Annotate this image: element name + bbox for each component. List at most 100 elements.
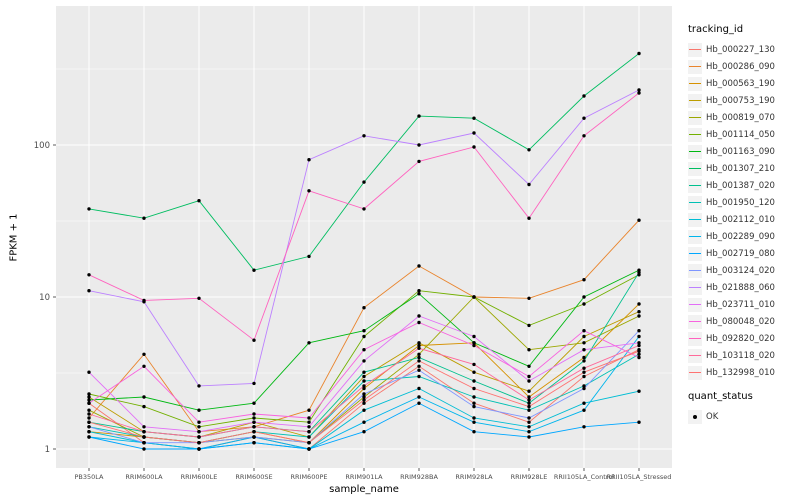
data-point — [472, 370, 476, 374]
x-tick-label: RRIM928BA — [400, 473, 438, 481]
data-point — [87, 401, 91, 405]
legend-key-line-icon — [688, 263, 702, 278]
data-point — [582, 329, 586, 333]
data-point — [472, 379, 476, 383]
legend-key-line-icon — [688, 144, 702, 159]
data-point — [417, 355, 421, 360]
data-point — [252, 420, 256, 424]
legend-title-quant-status: quant_status — [688, 391, 753, 402]
data-point — [417, 289, 421, 293]
legend-key-line-icon — [688, 348, 702, 363]
data-point — [637, 88, 641, 92]
legend-item-Hb_001307_210: Hb_001307_210 — [688, 160, 798, 177]
legend-key-line-icon — [688, 246, 702, 261]
data-point — [637, 302, 641, 306]
data-point — [362, 207, 366, 211]
data-point — [637, 389, 641, 393]
data-point — [582, 408, 586, 412]
data-point — [307, 425, 311, 429]
data-point — [417, 314, 421, 318]
data-point — [582, 401, 586, 405]
legend-label: Hb_002289_090 — [706, 231, 775, 242]
data-point — [637, 310, 641, 314]
data-point — [362, 386, 366, 391]
legend-item-Hb_103118_020: Hb_103118_020 — [688, 347, 798, 364]
legend-key-line-icon — [688, 42, 702, 57]
data-point — [87, 289, 91, 293]
x-tick-label: RRIM600LE — [181, 473, 218, 481]
legend-label: Hb_000819_070 — [706, 112, 775, 123]
data-point — [87, 273, 91, 277]
data-point — [362, 348, 366, 352]
data-point — [197, 435, 201, 439]
data-point — [527, 216, 531, 220]
data-point — [472, 420, 476, 424]
legend-key-line-icon — [688, 331, 702, 346]
legend-key-line-icon — [688, 110, 702, 125]
data-point — [197, 384, 201, 388]
data-point — [307, 435, 311, 439]
data-point — [197, 199, 201, 203]
data-point — [582, 295, 586, 299]
data-point — [307, 158, 311, 162]
data-point — [142, 298, 146, 303]
legend-label: Hb_000753_190 — [706, 95, 775, 106]
y-axis-title: FPKM + 1 — [8, 213, 20, 262]
data-point — [637, 91, 641, 95]
legend-item-Hb_002112_010: Hb_002112_010 — [688, 211, 798, 228]
legend-item-quant-OK: OK — [688, 408, 798, 425]
data-point — [87, 408, 91, 412]
legend-item-Hb_132998_010: Hb_132998_010 — [688, 364, 798, 381]
data-point — [582, 341, 586, 345]
data-point — [362, 359, 366, 363]
data-point — [87, 395, 91, 399]
data-point — [197, 430, 201, 434]
data-point — [582, 370, 586, 374]
data-point — [582, 278, 586, 282]
legend-label: Hb_001114_050 — [706, 129, 775, 140]
data-point — [307, 420, 311, 424]
data-point — [307, 254, 311, 259]
legend-label: Hb_001950_120 — [706, 197, 775, 208]
data-point — [582, 425, 586, 429]
data-point — [307, 416, 311, 420]
data-point — [362, 379, 366, 383]
data-point — [87, 420, 91, 424]
data-point — [307, 447, 311, 451]
data-point — [87, 430, 91, 434]
plot-panel: 1 10 100 PB350LA RRIM600LA RRIM600LE RRIM600SE… — [34, 6, 672, 481]
data-point — [197, 447, 201, 451]
legend-key-line-icon — [688, 127, 702, 142]
data-point — [87, 370, 91, 374]
data-point — [582, 374, 586, 379]
data-point — [527, 416, 531, 420]
data-point — [582, 366, 586, 370]
legend-item-Hb_092820_020: Hb_092820_020 — [688, 330, 798, 347]
legend-item-Hb_001387_020: Hb_001387_020 — [688, 177, 798, 194]
data-point — [472, 416, 476, 420]
data-point — [582, 334, 586, 339]
x-tick-label: RRIM901LA — [345, 473, 383, 481]
data-point — [362, 401, 366, 405]
data-point — [362, 370, 366, 374]
data-point — [472, 295, 476, 299]
data-point — [417, 364, 421, 368]
legend-item-Hb_000286_090: Hb_000286_090 — [688, 58, 798, 75]
legend-label: Hb_002719_080 — [706, 248, 775, 259]
x-tick-label: RRIM928LA — [455, 473, 493, 481]
data-point — [362, 374, 366, 379]
data-point — [197, 425, 201, 429]
x-tick-label: RRII105LA_Stressed — [607, 473, 672, 481]
data-point — [362, 180, 366, 184]
data-point — [362, 306, 366, 310]
data-point — [637, 349, 641, 353]
data-point — [307, 430, 311, 434]
data-point — [527, 395, 531, 399]
legend-key-line-icon — [688, 161, 702, 176]
data-point — [527, 379, 531, 383]
legend-label: Hb_103118_020 — [706, 350, 775, 361]
data-point — [637, 329, 641, 333]
data-point — [637, 218, 641, 222]
legend-label: Hb_080048_020 — [706, 316, 775, 327]
